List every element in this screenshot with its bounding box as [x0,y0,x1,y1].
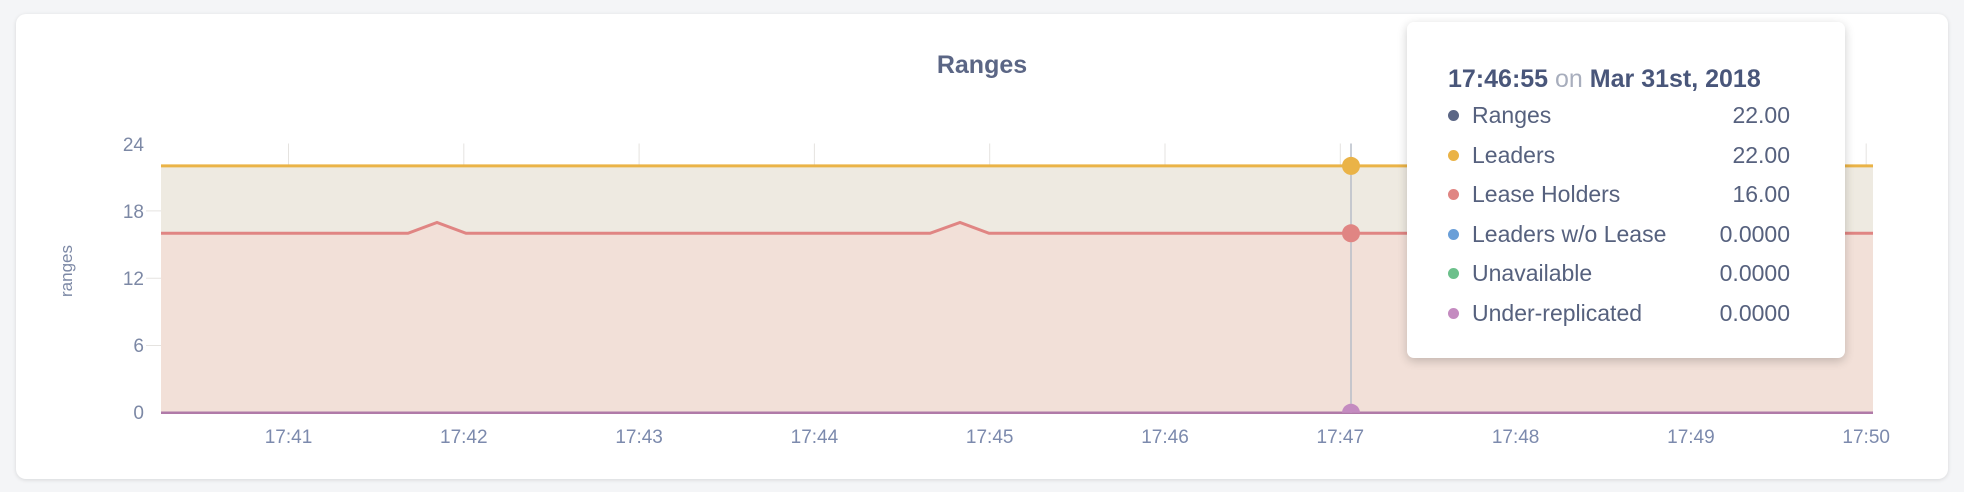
svg-text:17:47: 17:47 [1317,427,1365,448]
svg-text:17:41: 17:41 [265,427,313,448]
svg-text:17:44: 17:44 [791,427,839,448]
svg-text:17:43: 17:43 [615,427,663,448]
svg-text:6: 6 [133,336,144,357]
svg-text:0: 0 [133,403,144,424]
svg-text:17:46: 17:46 [1141,427,1189,448]
svg-text:18: 18 [123,202,144,223]
svg-text:17:50: 17:50 [1842,427,1890,448]
svg-text:17:42: 17:42 [440,427,488,448]
svg-text:17:48: 17:48 [1492,427,1540,448]
svg-text:17:45: 17:45 [966,427,1014,448]
svg-text:12: 12 [123,269,144,290]
svg-text:24: 24 [123,135,145,156]
svg-text:17:49: 17:49 [1667,427,1715,448]
